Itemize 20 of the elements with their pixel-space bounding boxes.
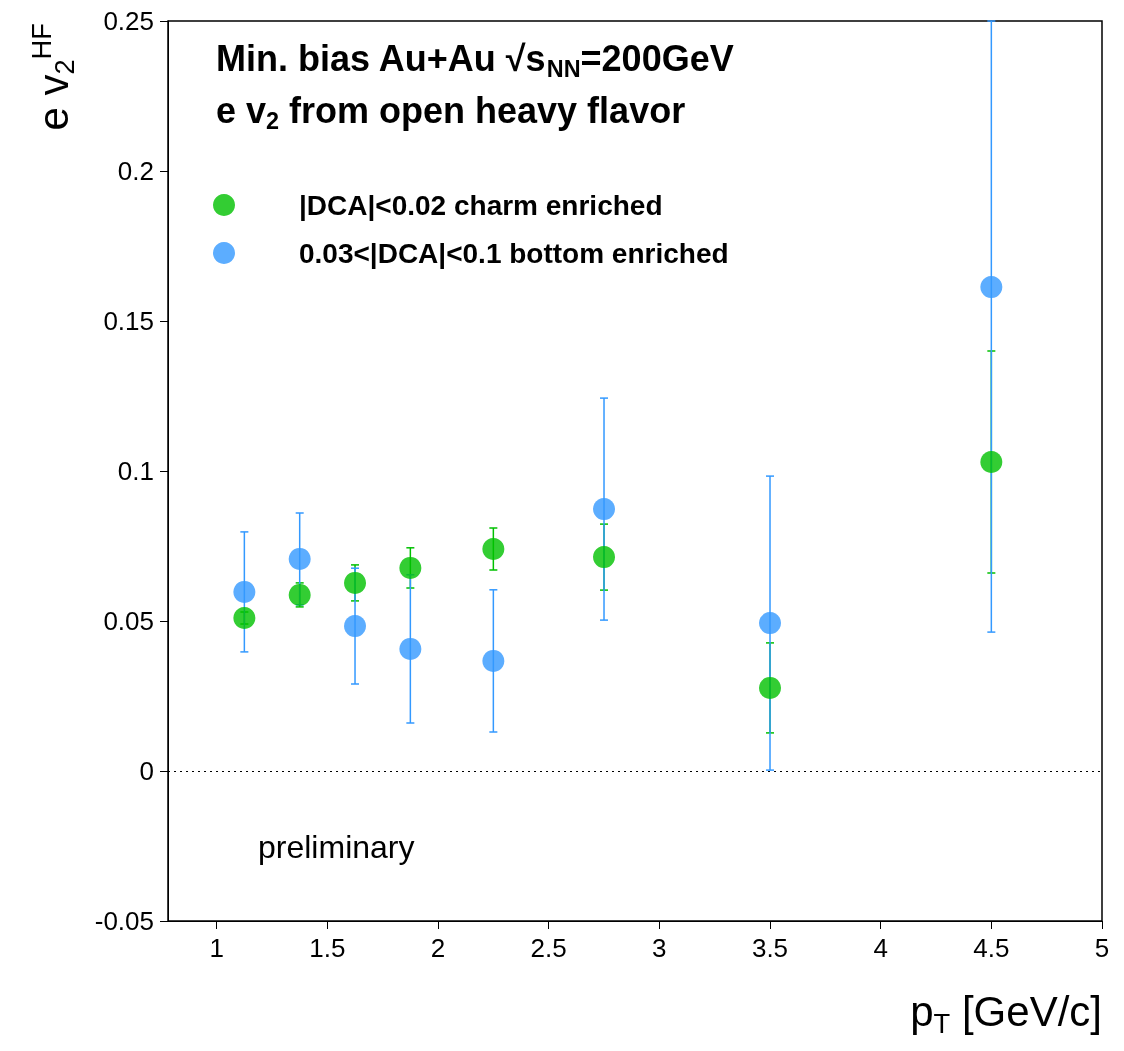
x-tick-label: 3.5: [751, 933, 789, 963]
y-tick-label: 0.05: [103, 606, 154, 636]
x-tick-label: 5: [1094, 933, 1110, 963]
x-tick-label: 4: [873, 933, 888, 963]
legend-label: 0.03<|DCA|<0.1 bottom enriched: [299, 237, 729, 269]
y-tick-label: -0.05: [94, 906, 154, 936]
legend-label: |DCA|<0.02 charm enriched: [299, 189, 663, 221]
y-tick-label: 0.25: [103, 6, 154, 36]
x-tick-label: 1.5: [309, 933, 346, 963]
x-tick-label: 1: [209, 933, 224, 963]
x-tick-label: 3: [652, 933, 667, 963]
y-tick-label: 0: [139, 756, 154, 786]
y-tick-label: 0.2: [117, 156, 154, 186]
x-tick-label: 4.5: [973, 933, 1010, 963]
x-tick-label: 2: [430, 933, 446, 963]
y-tick-label: 0.1: [117, 456, 154, 486]
y-axis-title: e v2HF: [26, 23, 81, 131]
y-tick-label: 0.15: [103, 306, 154, 336]
x-tick-label: 2.5: [530, 933, 567, 963]
annotation: preliminary: [258, 829, 415, 865]
